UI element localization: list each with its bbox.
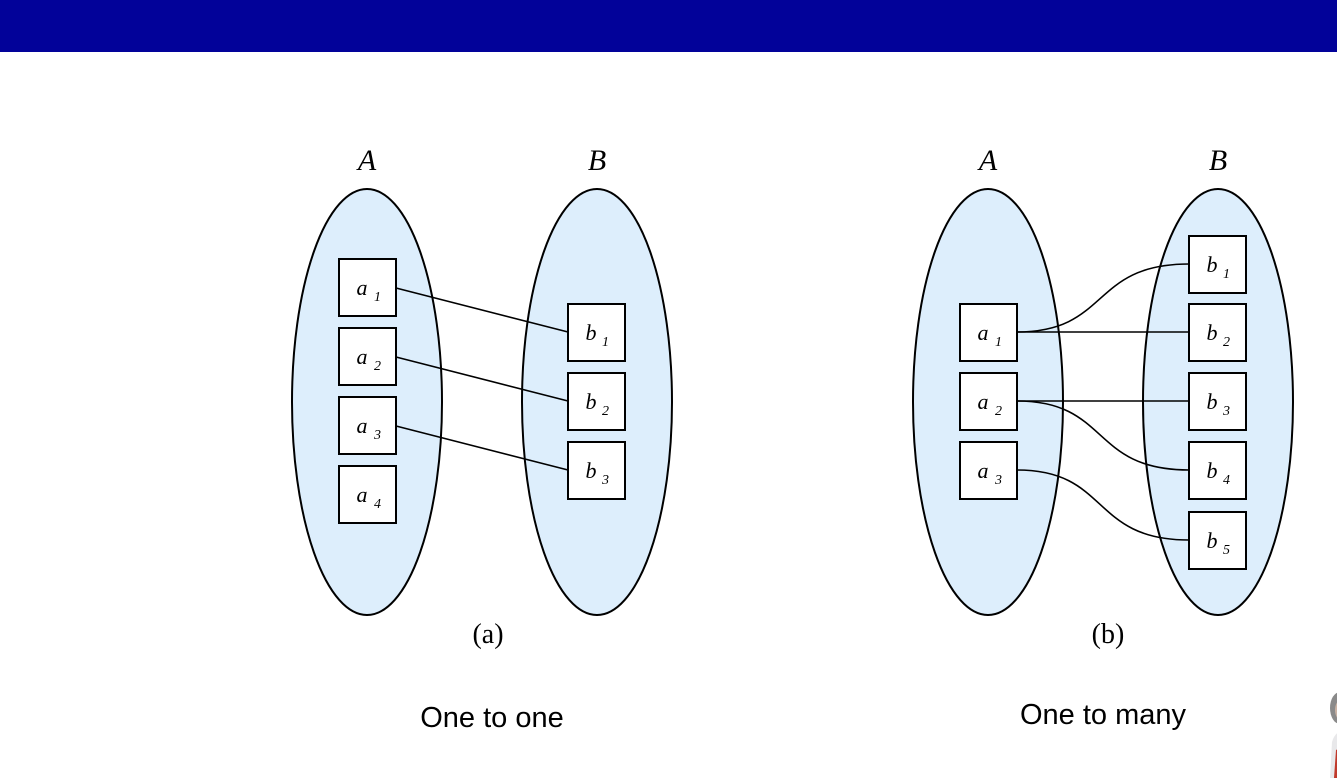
svg-text:1: 1 bbox=[995, 335, 1002, 350]
link-a1-b1 bbox=[1016, 263, 1190, 333]
link-a3-b5 bbox=[1016, 469, 1190, 541]
svg-text:3: 3 bbox=[994, 473, 1002, 488]
element-box: a 4 bbox=[338, 465, 397, 524]
svg-text:a: a bbox=[357, 482, 368, 507]
svg-text:2: 2 bbox=[374, 359, 381, 374]
svg-text:b: b bbox=[1207, 320, 1218, 345]
svg-text:b: b bbox=[1207, 389, 1218, 414]
svg-text:a: a bbox=[357, 275, 368, 300]
set-a-label: A bbox=[977, 144, 998, 177]
svg-text:2: 2 bbox=[995, 404, 1002, 419]
svg-text:b: b bbox=[1207, 528, 1218, 553]
svg-text:3: 3 bbox=[601, 473, 609, 488]
diagram-caption: One to many bbox=[1020, 699, 1187, 731]
svg-text:b: b bbox=[1207, 458, 1218, 483]
element-box: b 3 bbox=[567, 441, 626, 500]
presenter-thumbnail bbox=[1330, 692, 1337, 778]
element-box: b 4 bbox=[1188, 441, 1247, 500]
diagram-caption: One to one bbox=[420, 702, 564, 734]
svg-text:b: b bbox=[586, 320, 597, 345]
svg-text:4: 4 bbox=[1223, 473, 1230, 488]
set-a-label: A bbox=[356, 144, 377, 177]
link-a1-b1 bbox=[395, 287, 569, 333]
link-a2-b4 bbox=[1016, 400, 1190, 471]
svg-text:3: 3 bbox=[1222, 404, 1230, 419]
element-box: a 1 bbox=[338, 258, 397, 317]
set-b-label: B bbox=[1209, 144, 1227, 177]
svg-text:b: b bbox=[586, 389, 597, 414]
element-box: b 1 bbox=[567, 303, 626, 362]
svg-text:4: 4 bbox=[374, 497, 381, 512]
svg-text:2: 2 bbox=[1223, 335, 1230, 350]
element-box: a 3 bbox=[959, 441, 1018, 500]
svg-text:b: b bbox=[586, 458, 597, 483]
link-a2-b2 bbox=[395, 356, 569, 402]
link-a3-b3 bbox=[395, 425, 569, 471]
svg-text:1: 1 bbox=[602, 335, 609, 350]
element-box: b 2 bbox=[1188, 303, 1247, 362]
svg-text:b: b bbox=[1207, 252, 1218, 277]
element-box: a 2 bbox=[338, 327, 397, 386]
element-box: b 1 bbox=[1188, 235, 1247, 294]
diagram-one-to-many: A B a 1 a 2 a 3 b 1 bbox=[912, 144, 1294, 731]
element-box: a 3 bbox=[338, 396, 397, 455]
element-box: a 1 bbox=[959, 303, 1018, 362]
slide-title-bar bbox=[0, 0, 1337, 52]
relationship-links bbox=[395, 287, 569, 471]
figure-label: (a) bbox=[472, 619, 503, 650]
element-box: b 2 bbox=[567, 372, 626, 431]
svg-text:a: a bbox=[357, 413, 368, 438]
svg-text:a: a bbox=[978, 320, 989, 345]
svg-text:1: 1 bbox=[374, 290, 381, 305]
svg-text:a: a bbox=[978, 458, 989, 483]
svg-text:a: a bbox=[978, 389, 989, 414]
svg-text:a: a bbox=[357, 344, 368, 369]
svg-text:2: 2 bbox=[602, 404, 609, 419]
svg-text:5: 5 bbox=[1223, 543, 1230, 558]
svg-text:1: 1 bbox=[1223, 267, 1230, 282]
svg-text:3: 3 bbox=[373, 428, 381, 443]
figure-label: (b) bbox=[1092, 619, 1125, 650]
diagram-one-to-one: A B a 1 a 2 a 3 a 4 bbox=[291, 144, 673, 734]
element-box: a 2 bbox=[959, 372, 1018, 431]
relationship-links bbox=[1016, 263, 1190, 541]
element-box: b 5 bbox=[1188, 511, 1247, 570]
set-b-label: B bbox=[588, 144, 606, 177]
element-box: b 3 bbox=[1188, 372, 1247, 431]
